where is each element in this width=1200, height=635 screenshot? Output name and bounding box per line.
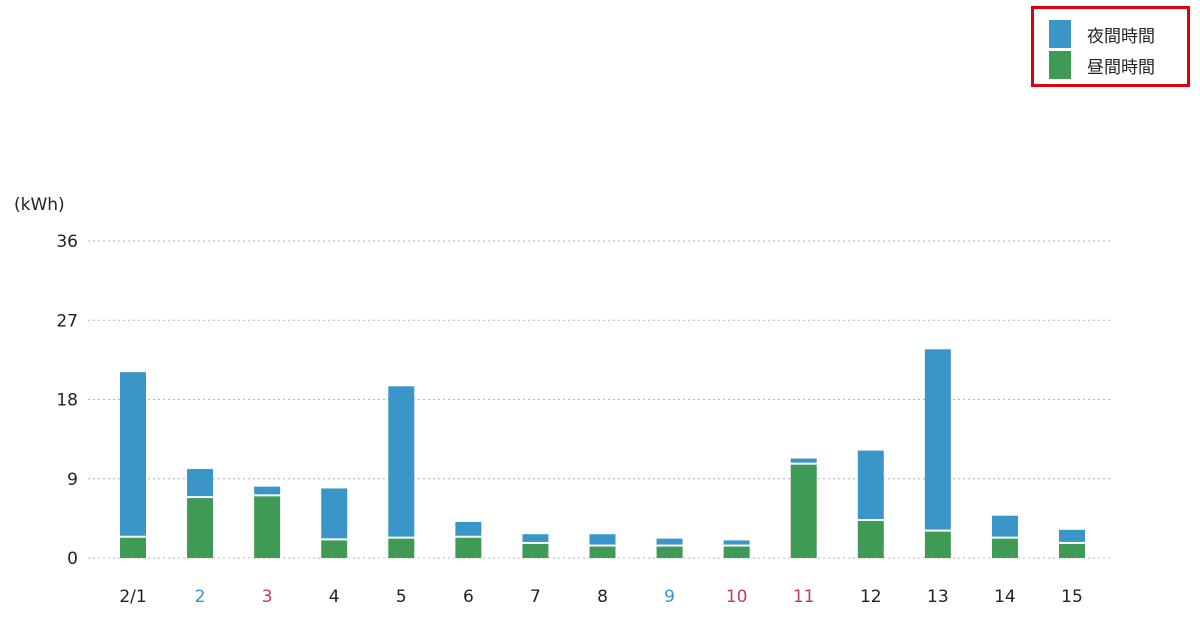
bar-night-segment xyxy=(254,486,281,495)
x-tick-label: 2/1 xyxy=(119,587,146,607)
y-tick-label: 9 xyxy=(67,470,78,490)
bar-day-segment xyxy=(857,521,884,558)
bar-day-segment xyxy=(589,546,616,558)
bar-day-segment xyxy=(1059,543,1085,558)
bar-night-segment xyxy=(187,469,214,497)
bar-night-segment xyxy=(857,450,884,520)
x-tick-label: 13 xyxy=(927,587,949,607)
bar-night-segment xyxy=(455,521,482,536)
legend-swatch-night xyxy=(1049,20,1071,48)
bar-day-segment xyxy=(120,537,146,558)
legend-label-night: 夜間時間 xyxy=(1087,26,1155,47)
x-axis-ticks: 2/1 2 3 4 5 6 7 8 9 10 11 12 13 14 15 xyxy=(119,587,1083,607)
x-tick-label: 11 xyxy=(793,587,815,607)
bar-night-segment xyxy=(924,349,951,530)
x-tick-label: 7 xyxy=(530,587,541,607)
legend-swatch-day xyxy=(1049,51,1071,79)
x-tick-label: 9 xyxy=(664,587,675,607)
y-tick-label: 36 xyxy=(56,232,78,252)
bar-night-segment xyxy=(1059,529,1085,542)
bar-night-segment xyxy=(589,534,616,545)
bar-night-segment xyxy=(656,538,683,545)
bar-night-segment xyxy=(991,515,1018,537)
bar-day-segment xyxy=(790,464,817,558)
x-tick-label: 3 xyxy=(262,587,273,607)
x-tick-label: 12 xyxy=(860,587,882,607)
legend: 夜間時間 昼間時間 xyxy=(1031,6,1190,87)
bar-day-segment xyxy=(187,498,214,558)
bar-day-segment xyxy=(455,537,482,558)
legend-label-day: 昼間時間 xyxy=(1087,57,1155,78)
bar-day-segment xyxy=(924,531,951,558)
bar-night-segment xyxy=(388,386,415,537)
bar-night-segment xyxy=(321,488,348,539)
bar-day-segment xyxy=(388,538,415,558)
y-axis-ticks: 36 27 18 9 0 xyxy=(56,232,78,569)
x-tick-label: 6 xyxy=(463,587,474,607)
x-tick-label: 2 xyxy=(195,587,206,607)
bar-day-segment xyxy=(723,546,750,558)
bars xyxy=(120,349,1085,558)
bar-day-segment xyxy=(991,538,1018,558)
bar-night-segment xyxy=(522,534,549,542)
y-tick-label: 0 xyxy=(67,549,78,569)
grid-lines xyxy=(88,240,1112,559)
x-tick-label: 10 xyxy=(726,587,748,607)
legend-item-day: 昼間時間 xyxy=(1049,50,1155,80)
y-axis-unit-label: (kWh) xyxy=(14,195,65,215)
bar-night-segment xyxy=(120,372,146,536)
x-tick-label: 14 xyxy=(994,587,1016,607)
bar-night-segment xyxy=(790,458,817,463)
x-tick-label: 15 xyxy=(1061,587,1083,607)
legend-item-night: 夜間時間 xyxy=(1049,19,1155,49)
x-tick-label: 8 xyxy=(597,587,608,607)
bar-day-segment xyxy=(321,540,348,558)
bar-night-segment xyxy=(723,540,750,545)
y-tick-label: 27 xyxy=(56,311,78,331)
y-tick-label: 18 xyxy=(56,391,78,411)
bar-day-segment xyxy=(254,496,281,558)
x-tick-label: 5 xyxy=(396,587,407,607)
bar-day-segment xyxy=(656,546,683,558)
bar-day-segment xyxy=(522,543,549,558)
x-tick-label: 4 xyxy=(329,587,340,607)
